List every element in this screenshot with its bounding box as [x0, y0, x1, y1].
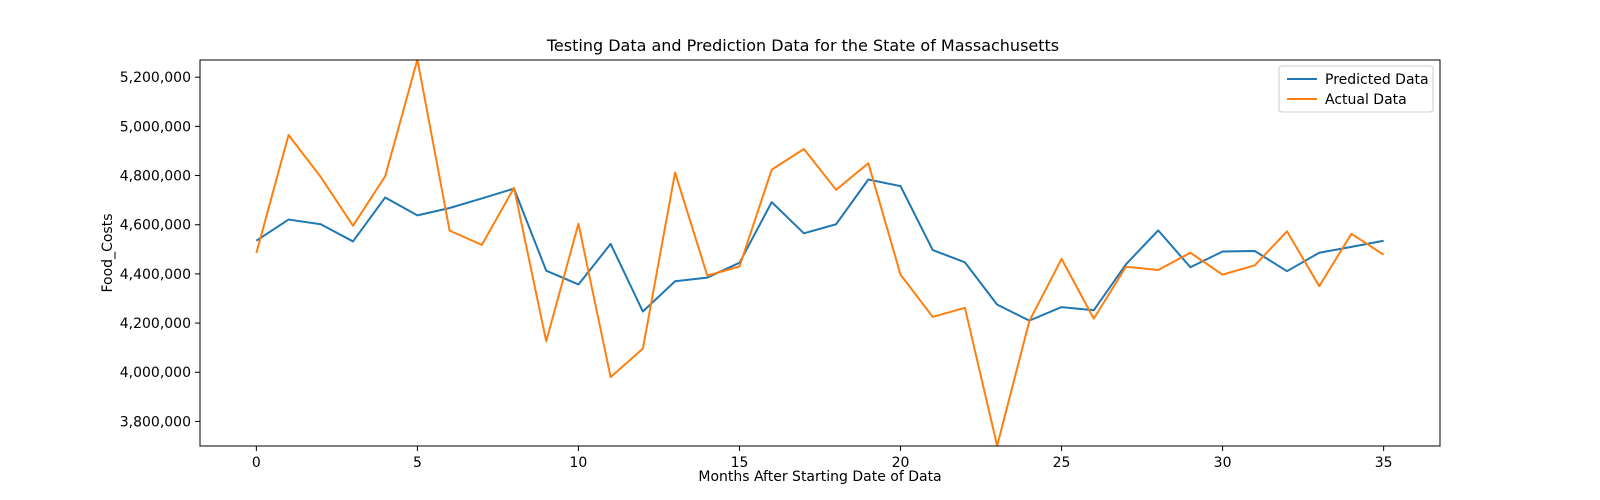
y-axis: 3,800,000 4,000,000 4,200,000 4,400,000 4,60…: [120, 70, 200, 430]
x-axis-label: Months After Starting Date of Data: [698, 469, 941, 485]
y-tick-label: 4,400,000: [120, 267, 191, 283]
series-layer: [255, 60, 1385, 446]
legend: Predicted Data Actual Data: [1278, 65, 1434, 113]
y-tick-label: 3,800,000: [120, 414, 191, 430]
x-tick-label: 20: [892, 455, 910, 471]
series-line-actual: [255, 60, 1385, 446]
chart-title: Testing Data and Prediction Data for the…: [546, 36, 1059, 55]
x-tick-label: 5: [413, 455, 422, 471]
x-axis: 0 5 10 15 20 25 30 35: [252, 446, 1393, 471]
y-tick-label: 4,600,000: [120, 218, 191, 234]
x-tick-label: 30: [1214, 455, 1232, 471]
y-tick-label: 5,200,000: [120, 70, 191, 86]
y-tick-label: 4,000,000: [120, 365, 191, 381]
legend-label-predicted: Predicted Data: [1325, 72, 1429, 88]
plot-frame: [199, 59, 1441, 447]
y-tick-label: 5,000,000: [120, 119, 191, 135]
x-tick-label: 0: [252, 455, 261, 471]
x-tick-label: 15: [731, 455, 749, 471]
legend-box: [1278, 65, 1434, 113]
series-line-predicted: [255, 178, 1384, 322]
x-tick-label: 10: [570, 455, 588, 471]
x-tick-label: 35: [1375, 455, 1393, 471]
y-tick-label: 4,800,000: [120, 169, 191, 185]
legend-label-actual: Actual Data: [1325, 92, 1407, 108]
y-axis-label: Food_Costs: [100, 214, 116, 293]
y-tick-label: 4,200,000: [120, 316, 191, 332]
x-tick-label: 25: [1053, 455, 1071, 471]
